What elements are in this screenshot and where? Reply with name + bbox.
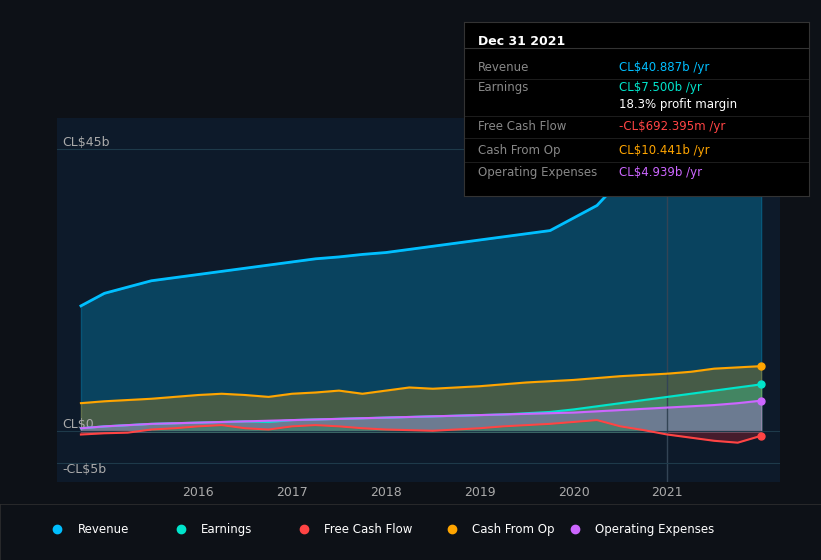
Text: CL$4.939b /yr: CL$4.939b /yr bbox=[619, 166, 702, 180]
Text: Operating Expenses: Operating Expenses bbox=[595, 522, 714, 536]
Text: 18.3% profit margin: 18.3% profit margin bbox=[619, 98, 737, 111]
Text: -CL$5b: -CL$5b bbox=[62, 463, 106, 476]
Text: Revenue: Revenue bbox=[78, 522, 130, 536]
Text: CL$10.441b /yr: CL$10.441b /yr bbox=[619, 144, 709, 157]
Text: Cash From Op: Cash From Op bbox=[472, 522, 554, 536]
Text: CL$40.887b /yr: CL$40.887b /yr bbox=[619, 60, 709, 73]
Text: -CL$692.395m /yr: -CL$692.395m /yr bbox=[619, 120, 726, 133]
Text: Revenue: Revenue bbox=[478, 60, 529, 73]
Text: Earnings: Earnings bbox=[478, 81, 529, 95]
Text: CL$7.500b /yr: CL$7.500b /yr bbox=[619, 81, 702, 95]
Text: CL$0: CL$0 bbox=[62, 418, 94, 431]
Text: Cash From Op: Cash From Op bbox=[478, 144, 560, 157]
Text: Dec 31 2021: Dec 31 2021 bbox=[478, 35, 565, 48]
Text: CL$45b: CL$45b bbox=[62, 136, 110, 149]
Text: Free Cash Flow: Free Cash Flow bbox=[324, 522, 413, 536]
Text: Earnings: Earnings bbox=[201, 522, 253, 536]
Text: Free Cash Flow: Free Cash Flow bbox=[478, 120, 566, 133]
Text: Operating Expenses: Operating Expenses bbox=[478, 166, 597, 180]
